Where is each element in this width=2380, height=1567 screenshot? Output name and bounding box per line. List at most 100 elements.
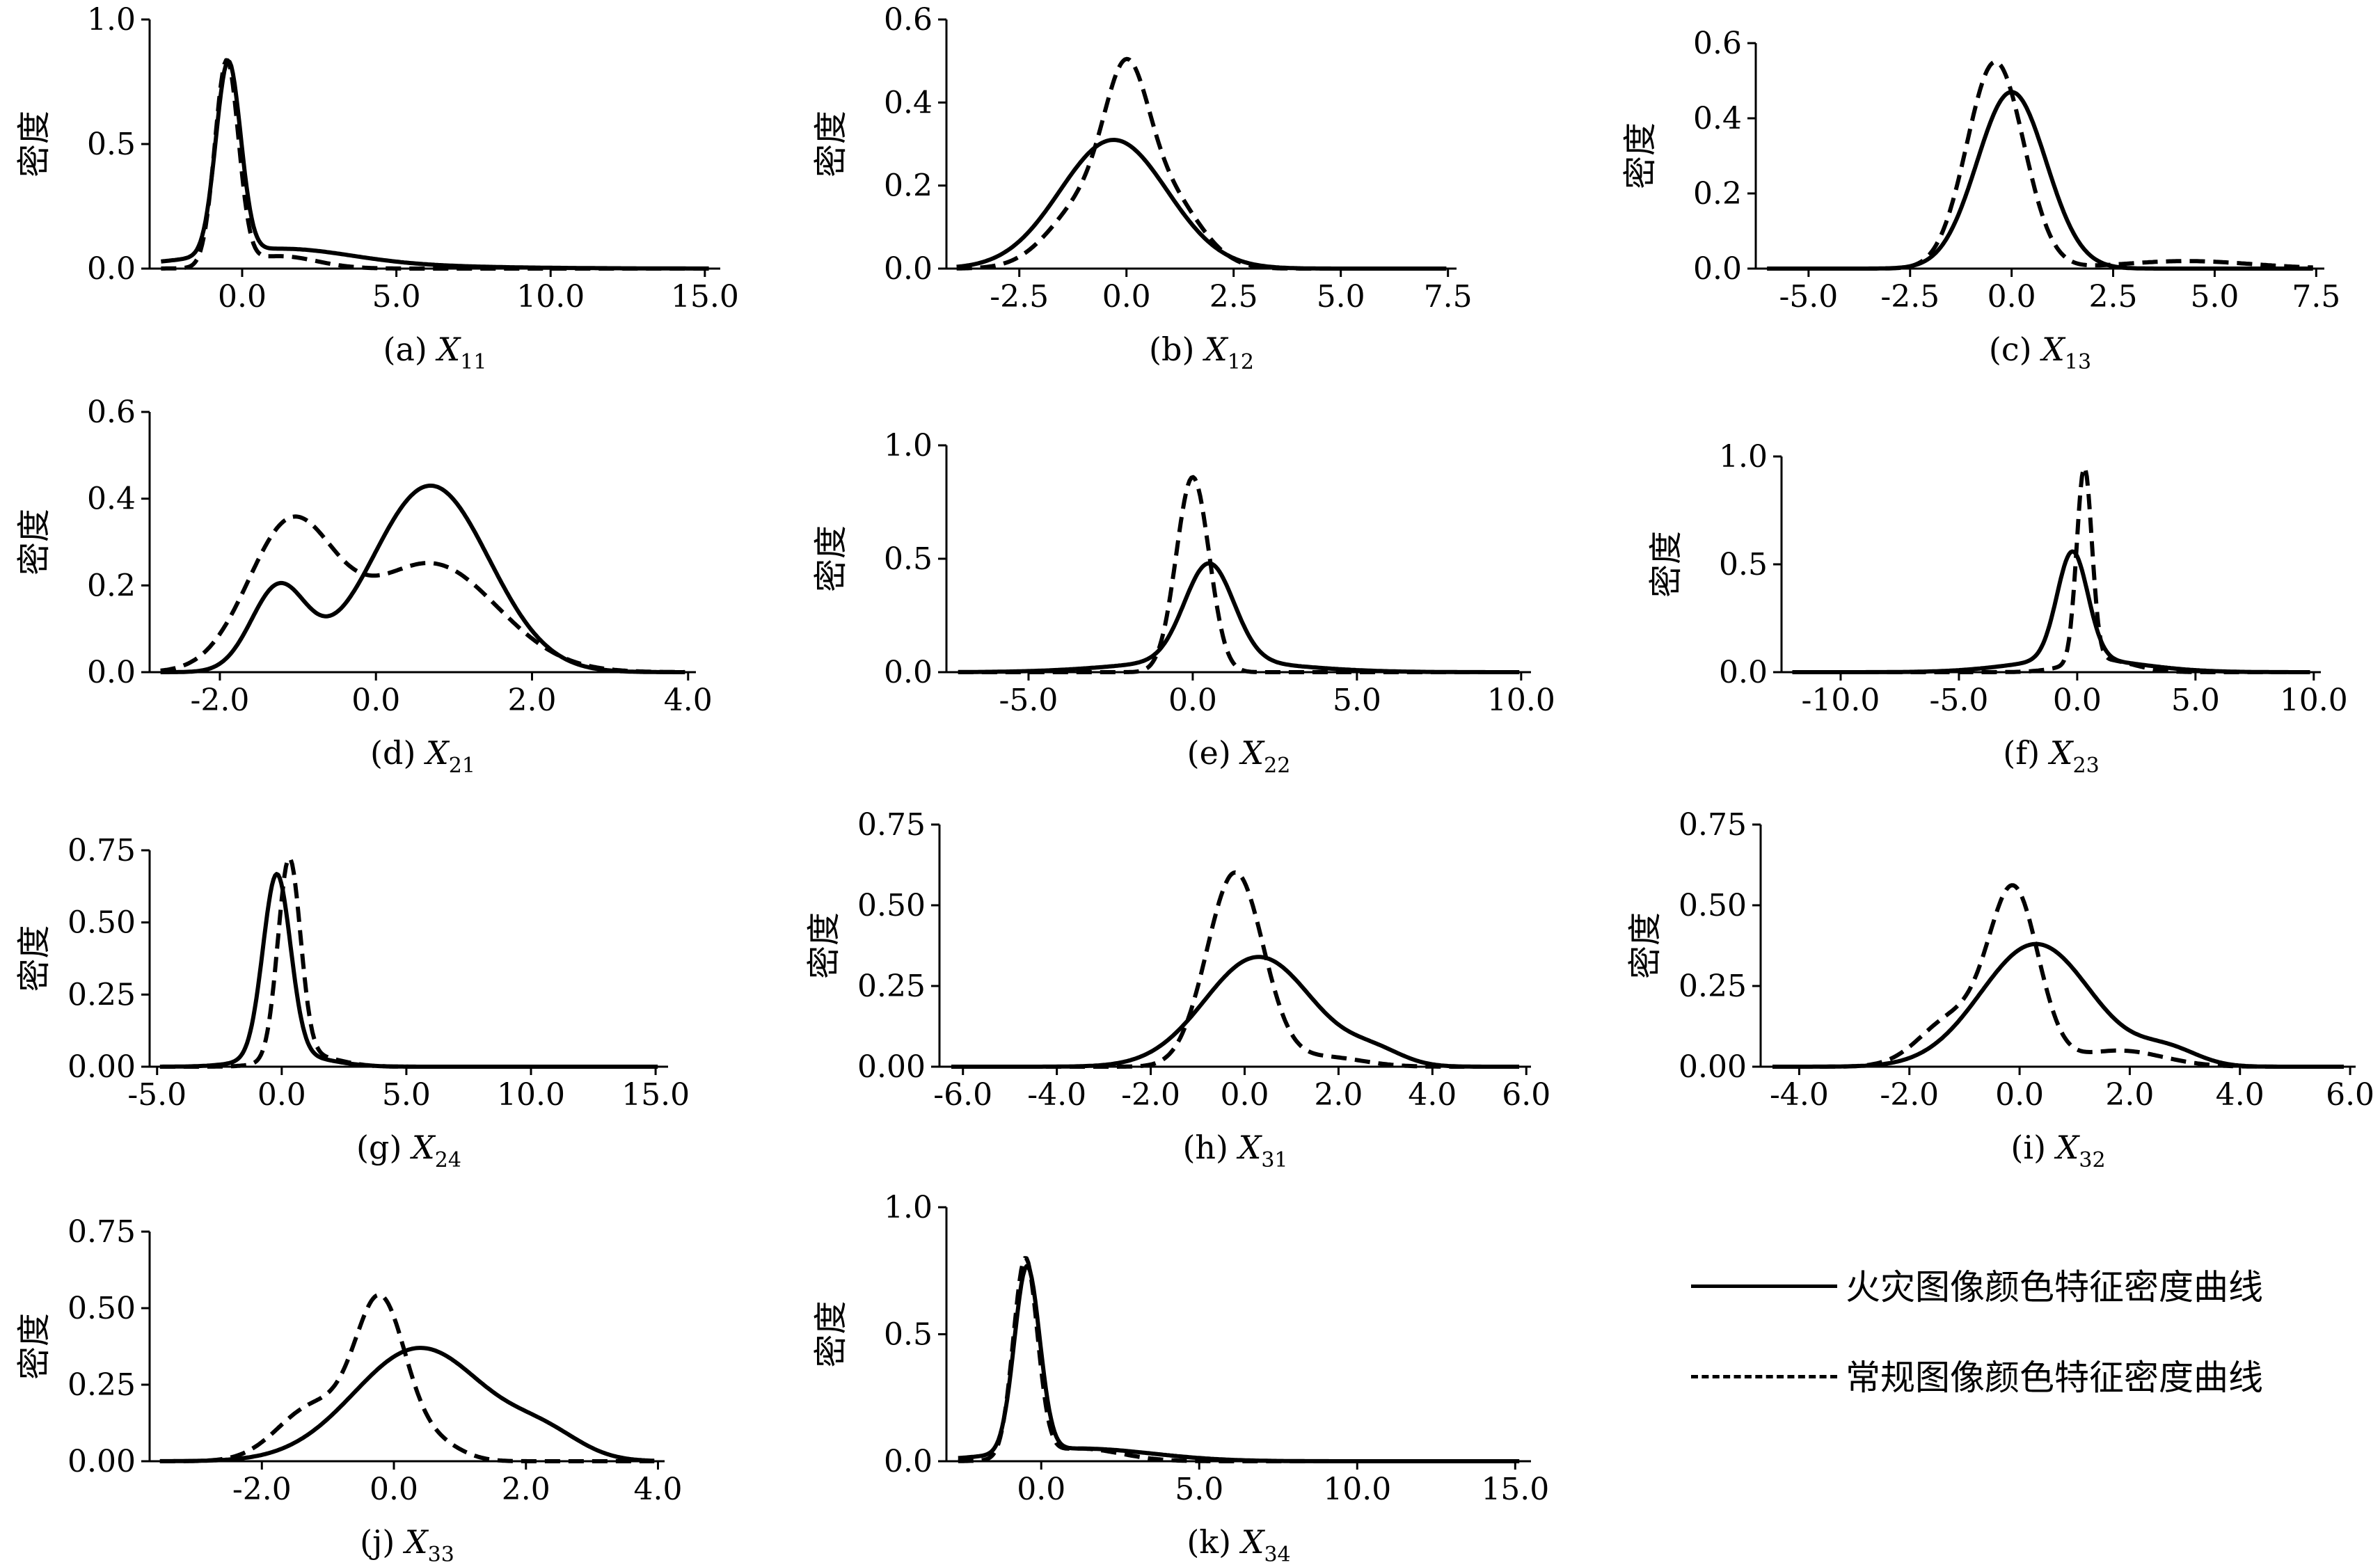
chart-panel-f: -10.0 -5.0 0.0 5.0 10.0 0.0 0.5 1.0 密度 (f) X23 [1647, 439, 2348, 778]
y-tick-label: 0.00 [1679, 1049, 1747, 1085]
x-tick-label: 10.0 [516, 279, 585, 315]
chart-panel-c: -5.0 -2.5 0.0 2.5 5.0 7.5 0.0 0.2 0.4 0.6 密度 (c) X1… [1621, 26, 2340, 374]
y-tick-label: 0.00 [68, 1444, 136, 1479]
caption-prefix: (i) [2010, 1129, 2056, 1166]
x-tick-label: 0.0 [1988, 279, 2036, 315]
density-curve-normal [159, 855, 658, 1069]
x-tick-label: 6.0 [1502, 1077, 1550, 1113]
x-tick-label: -5.0 [1930, 683, 1989, 718]
caption-variable: X [2040, 331, 2066, 368]
y-tick-label: 0.4 [884, 85, 933, 120]
x-tick-label: 10.0 [497, 1077, 565, 1113]
x-tick-label: 10.0 [2280, 683, 2348, 718]
y-tick-label: 0.75 [68, 1214, 136, 1250]
chart-panel-e: -5.0 0.0 5.0 10.0 0.0 0.5 1.0 密度 (e) X22 [811, 428, 1555, 778]
caption-variable: X [2054, 1129, 2081, 1166]
y-tick-label: 0.00 [68, 1049, 136, 1085]
density-curve-fire [951, 955, 1520, 1069]
caption-prefix: (e) [1187, 734, 1241, 772]
y-axis-label: 密度 [1621, 122, 1660, 189]
y-tick-label: 0.0 [884, 1444, 933, 1479]
y-tick-label: 1.0 [884, 1190, 933, 1225]
y-tick-label: 0.6 [1693, 26, 1742, 61]
x-tick-label: 7.5 [2292, 279, 2340, 315]
y-tick-label: 0.5 [87, 127, 136, 162]
y-axis-label: 密度 [15, 925, 54, 992]
density-curve-normal [1766, 59, 2314, 271]
caption-variable: X [424, 734, 450, 772]
legend-solid-line-icon [1691, 1284, 1837, 1288]
caption-subscript: 21 [449, 754, 475, 778]
caption-prefix: (f) [2003, 734, 2050, 772]
caption-variable: X [1237, 1129, 1263, 1166]
y-tick-label: 0.2 [87, 568, 136, 603]
density-curve-fire [1772, 941, 2345, 1069]
chart-panel-k: 0.0 5.0 10.0 15.0 0.0 0.5 1.0 密度 (k) X34 [811, 1190, 1549, 1567]
density-curve-fire [1791, 549, 2311, 674]
x-tick-label: 4.0 [2216, 1077, 2264, 1113]
density-curve-normal [958, 475, 1520, 674]
y-axis-label: 密度 [811, 111, 850, 177]
y-tick-label: 0.6 [87, 395, 136, 430]
chart-panel-i: -4.0 -2.0 0.0 2.0 4.0 6.0 0.00 0.25 0.50 0.75 密度 (i… [1626, 807, 2374, 1172]
chart-panel-d: -2.0 0.0 2.0 4.0 0.0 0.2 0.4 0.6 密度 (d) X21 [15, 395, 713, 778]
panel-caption: (d) X21 [370, 734, 475, 778]
x-tick-label: -2.5 [990, 279, 1049, 315]
density-curve-fire [159, 872, 658, 1069]
panel-caption: (b) X12 [1149, 331, 1254, 374]
x-tick-label: 4.0 [634, 1472, 683, 1507]
x-tick-label: 10.0 [1487, 683, 1555, 718]
caption-subscript: 31 [1261, 1148, 1287, 1172]
y-tick-label: 0.5 [1719, 547, 1768, 582]
x-tick-label: -6.0 [933, 1077, 992, 1113]
x-tick-label: 2.0 [1314, 1077, 1363, 1113]
caption-subscript: 32 [2079, 1148, 2105, 1172]
y-tick-label: 0.0 [87, 251, 136, 287]
caption-subscript: 34 [1264, 1543, 1290, 1567]
y-tick-label: 0.5 [884, 541, 933, 577]
density-curve-normal [160, 514, 685, 674]
y-axis-label: 密度 [811, 1300, 850, 1367]
y-tick-label: 0.6 [884, 2, 933, 38]
x-tick-label: -2.0 [1121, 1077, 1180, 1113]
x-tick-label: -4.0 [1027, 1077, 1086, 1113]
chart-panel-h: -6.0 -4.0 -2.0 0.0 2.0 4.0 6.0 0.00 0.25 0.50 0.75… [804, 807, 1550, 1172]
x-tick-label: 2.0 [502, 1472, 550, 1507]
caption-prefix: (c) [1989, 331, 2042, 368]
y-tick-label: 0.50 [68, 905, 136, 941]
legend-item-normal: 常规图像颜色特征密度曲线 [1684, 1349, 2366, 1404]
x-tick-label: 0.0 [1168, 683, 1217, 718]
y-tick-label: 0.75 [857, 807, 926, 843]
x-tick-label: 15.0 [671, 279, 739, 315]
caption-prefix: (g) [356, 1129, 412, 1166]
x-tick-label: 0.0 [1220, 1077, 1269, 1113]
caption-subscript: 33 [428, 1543, 454, 1567]
x-tick-label: 4.0 [664, 683, 713, 718]
y-tick-label: 0.50 [1679, 888, 1747, 923]
x-tick-label: 0.0 [1995, 1077, 2044, 1113]
y-tick-label: 0.50 [857, 888, 926, 923]
chart-panel-b: -2.5 0.0 2.5 5.0 7.5 0.0 0.2 0.4 0.6 密度 (b) X12 [811, 2, 1473, 374]
caption-prefix: (k) [1187, 1523, 1241, 1561]
x-tick-label: 0.0 [370, 1472, 418, 1507]
x-tick-label: -10.0 [1802, 683, 1880, 718]
legend-dashed-line-icon [1691, 1375, 1837, 1378]
x-tick-label: 0.0 [1017, 1472, 1065, 1507]
y-tick-label: 0.0 [1719, 655, 1768, 690]
y-tick-label: 0.25 [68, 1367, 136, 1403]
y-tick-label: 0.5 [884, 1317, 933, 1353]
density-curve-normal [951, 870, 1520, 1069]
x-tick-label: 7.5 [1424, 279, 1473, 315]
chart-panel-g: -5.0 0.0 5.0 10.0 15.0 0.00 0.25 0.50 0.75 密度 (g) … [15, 833, 690, 1172]
y-tick-label: 0.0 [884, 655, 933, 690]
legend-item-fire: 火灾图像颜色特征密度曲线 [1684, 1258, 2366, 1314]
x-tick-label: 2.0 [2105, 1077, 2154, 1113]
y-tick-label: 0.0 [884, 251, 933, 287]
caption-subscript: 11 [460, 350, 486, 374]
caption-variable: X [1239, 1523, 1266, 1561]
caption-prefix: (d) [370, 734, 426, 772]
y-tick-label: 0.4 [1693, 101, 1742, 136]
panel-caption: (c) X13 [1989, 331, 2091, 374]
caption-variable: X [2048, 734, 2074, 772]
caption-variable: X [1239, 734, 1265, 772]
